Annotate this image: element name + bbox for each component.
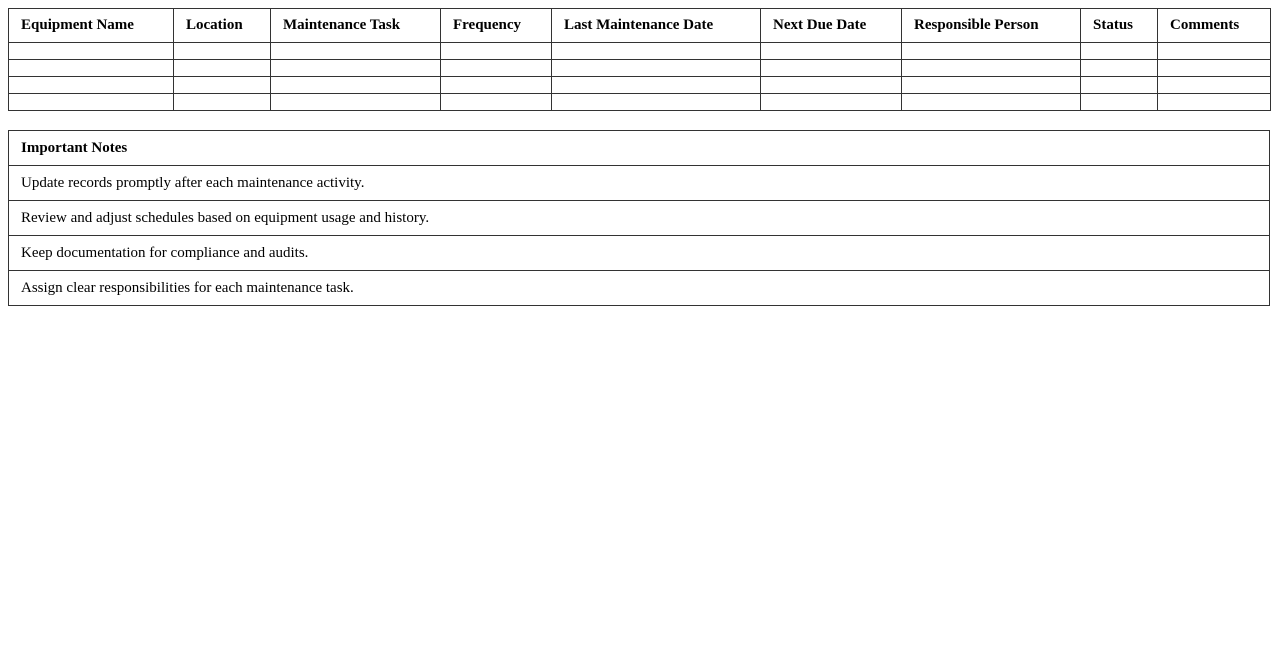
table-cell[interactable] [8,93,174,111]
table-row [8,42,1271,60]
column-header: Last Maintenance Date [551,8,761,43]
table-cell[interactable] [173,76,271,94]
table-cell[interactable] [440,93,552,111]
table-cell[interactable] [760,42,902,60]
table-cell[interactable] [1157,59,1271,77]
column-header: Next Due Date [760,8,902,43]
table-cell[interactable] [1080,93,1158,111]
table-cell[interactable] [173,42,271,60]
table-cell[interactable] [440,59,552,77]
table-cell[interactable] [1157,76,1271,94]
important-notes-table: Important Notes Update records promptly … [8,130,1270,306]
column-header: Equipment Name [8,8,174,43]
table-cell[interactable] [270,76,441,94]
table-cell[interactable] [1080,76,1158,94]
column-header: Status [1080,8,1158,43]
table-cell[interactable] [440,42,552,60]
table-cell[interactable] [8,59,174,77]
note-item: Keep documentation for compliance and au… [8,235,1270,271]
maintenance-schedule-table: Equipment Name Location Maintenance Task Fr… [8,8,1271,111]
table-row [8,76,1271,94]
table-cell[interactable] [270,42,441,60]
table-cell[interactable] [760,93,902,111]
table-cell[interactable] [901,59,1081,77]
table-row [8,59,1271,77]
table-cell[interactable] [8,42,174,60]
table-cell[interactable] [270,59,441,77]
note-item: Update records promptly after each maint… [8,165,1270,201]
table-cell[interactable] [551,76,761,94]
column-header: Frequency [440,8,552,43]
header-row: Equipment Name Location Maintenance Task Fr… [8,8,1271,43]
column-header: Comments [1157,8,1271,43]
column-header: Location [173,8,271,43]
table-cell[interactable] [270,93,441,111]
table-cell[interactable] [173,59,271,77]
table-cell[interactable] [173,93,271,111]
table-cell[interactable] [901,42,1081,60]
note-item: Review and adjust schedules based on equ… [8,200,1270,236]
column-header: Maintenance Task [270,8,441,43]
table-cell[interactable] [551,59,761,77]
notes-title: Important Notes [8,130,1270,166]
table-cell[interactable] [8,76,174,94]
table-cell[interactable] [1157,42,1271,60]
table-row [8,93,1271,111]
table-cell[interactable] [901,76,1081,94]
note-item: Assign clear responsibilities for each m… [8,270,1270,306]
table-cell[interactable] [1157,93,1271,111]
column-header: Responsible Person [901,8,1081,43]
table-cell[interactable] [551,42,761,60]
table-cell[interactable] [551,93,761,111]
table-cell[interactable] [901,93,1081,111]
table-cell[interactable] [760,76,902,94]
table-cell[interactable] [1080,59,1158,77]
table-cell[interactable] [1080,42,1158,60]
table-cell[interactable] [440,76,552,94]
table-cell[interactable] [760,59,902,77]
